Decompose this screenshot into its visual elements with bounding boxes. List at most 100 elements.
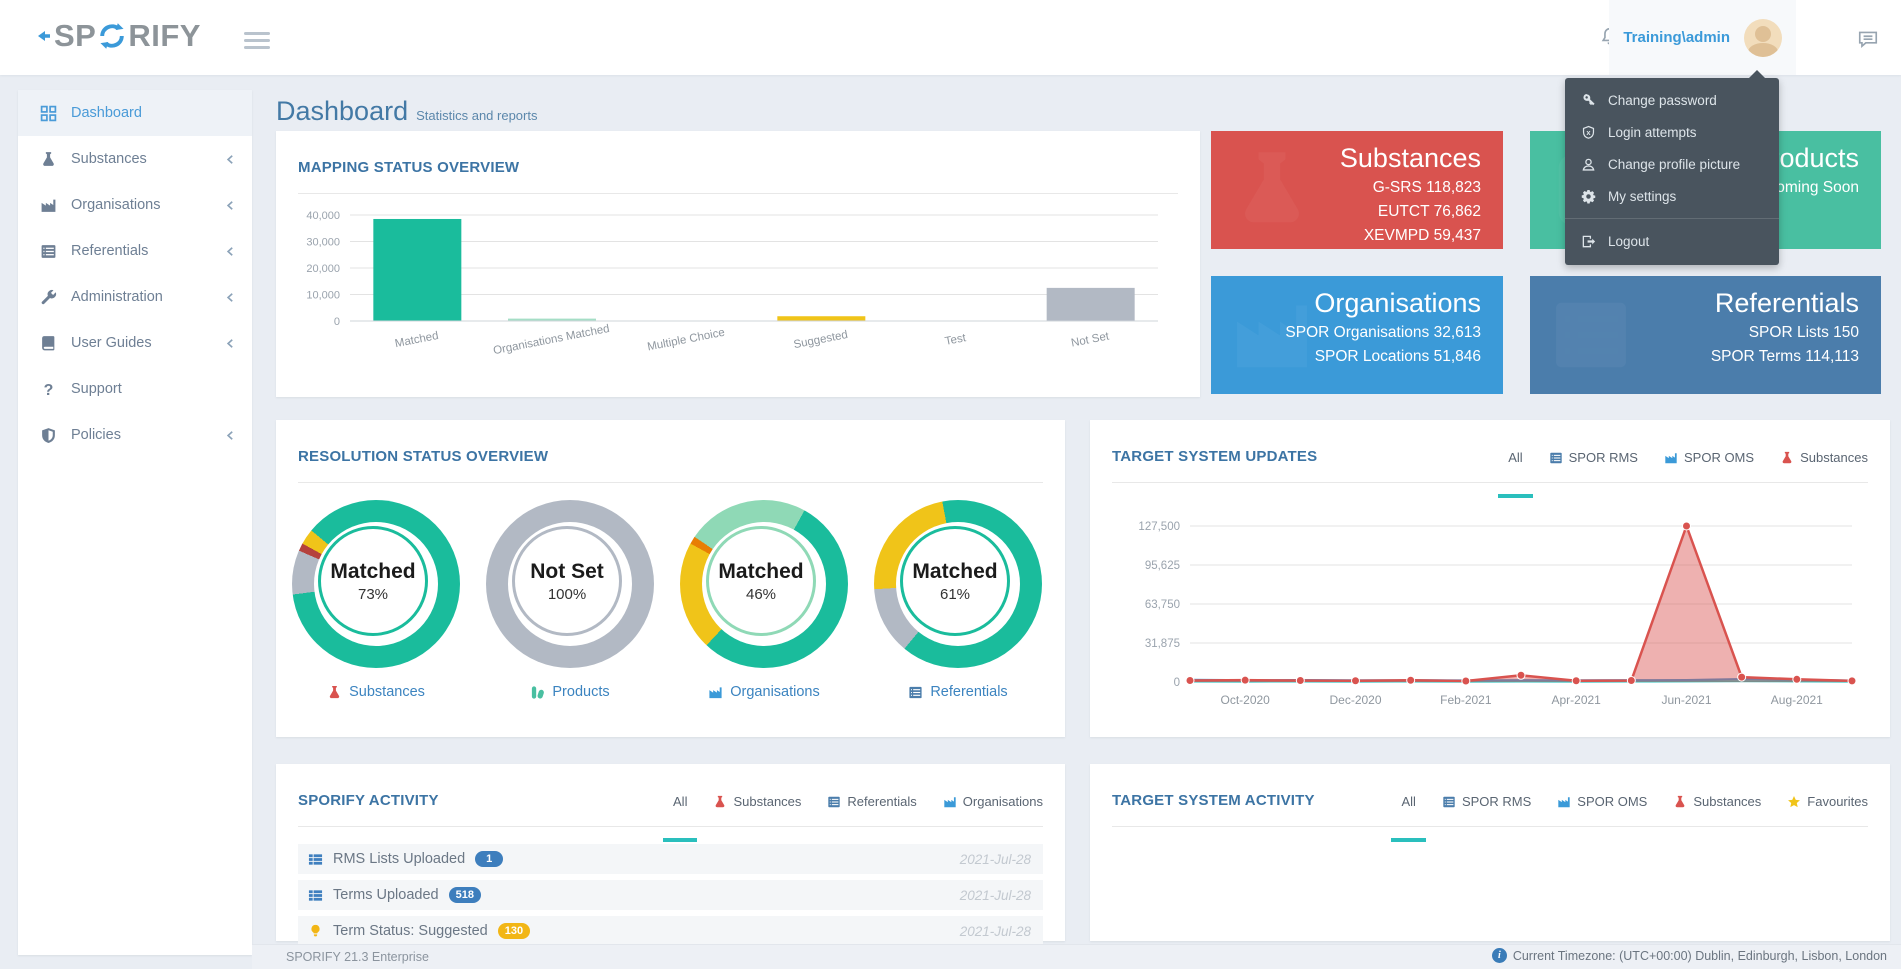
- svg-text:Suggested: Suggested: [793, 329, 849, 351]
- activity-label: Term Status: Suggested: [333, 923, 488, 939]
- tab-label: All: [1508, 450, 1523, 465]
- organisations-card[interactable]: Organisations SPOR Organisations 32,613 SP…: [1211, 276, 1503, 394]
- target-system-activity-tabs: All SPOR RMS SPOR OMS Substances Favourites: [1391, 794, 1868, 842]
- tab-label: Referentials: [847, 794, 917, 809]
- activity-row-2[interactable]: Term Status: Suggested 130 2021-Jul-28: [298, 916, 1043, 946]
- factory-icon: [943, 795, 957, 809]
- menu-item-label: Logout: [1608, 233, 1650, 249]
- logout-icon: [1581, 234, 1596, 249]
- activity-row-0[interactable]: RMS Lists Uploaded 1 2021-Jul-28: [298, 844, 1043, 874]
- target-system-updates-tabs: All SPOR RMS SPOR OMS Substances: [1497, 450, 1868, 498]
- tab-label: Substances: [733, 794, 802, 809]
- donut-ring[interactable]: Matched 61%: [874, 500, 1042, 668]
- donut-ring[interactable]: Matched 73%: [292, 500, 460, 668]
- substances-card[interactable]: Substances G-SRS 118,823 EUTCT 76,862 XEVMP…: [1211, 131, 1503, 249]
- sporify-activity-tabs: All Substances Referentials Organisations: [662, 794, 1043, 842]
- sidebar-item-organisations[interactable]: Organisations: [18, 182, 252, 228]
- menu-item-login-attempts[interactable]: Login attempts: [1565, 116, 1779, 148]
- sidebar-item-administration[interactable]: Administration: [18, 274, 252, 320]
- referentials-card[interactable]: Referentials SPOR Lists 150 SPOR Terms 114…: [1530, 276, 1881, 394]
- card-stat-line: SPOR Lists 150: [1748, 324, 1859, 341]
- donut-percent: 46%: [745, 585, 777, 603]
- question-icon: [40, 381, 57, 398]
- list-icon: [1548, 292, 1634, 378]
- tab-spor-oms[interactable]: SPOR OMS: [1557, 794, 1647, 813]
- chevron-left-icon: [225, 292, 236, 303]
- tab-referentials[interactable]: Referentials: [827, 794, 917, 813]
- tab-all[interactable]: All: [1391, 794, 1427, 842]
- app-logo[interactable]: SP RIFY: [36, 18, 201, 54]
- svg-text:Not Set: Not Set: [1070, 330, 1111, 349]
- menu-item-change-profile-picture[interactable]: Change profile picture: [1565, 148, 1779, 180]
- shield-icon: [40, 427, 57, 444]
- svg-text:31,875: 31,875: [1145, 638, 1180, 650]
- activity-row-1[interactable]: Terms Uploaded 518 2021-Jul-28: [298, 880, 1043, 910]
- card-title: Referentials: [1714, 288, 1859, 318]
- donut-label-referentials[interactable]: Referentials: [874, 684, 1042, 700]
- sidebar-item-user-guides[interactable]: User Guides: [18, 320, 252, 366]
- sidebar-toggle-button[interactable]: [244, 28, 270, 53]
- menu-item-logout[interactable]: Logout: [1565, 225, 1779, 257]
- flask-icon: [327, 685, 342, 700]
- svg-text:Organisations Matched: Organisations Matched: [492, 323, 610, 357]
- svg-text:Apr-2021: Apr-2021: [1551, 693, 1601, 707]
- flask-icon: [1229, 147, 1315, 233]
- tab-spor-oms[interactable]: SPOR OMS: [1664, 450, 1754, 469]
- activity-date: 2021-Jul-28: [959, 851, 1031, 867]
- card-stat-line: SPOR Terms 114,113: [1710, 348, 1859, 365]
- flask-icon: [1780, 451, 1794, 465]
- card-stat-line: G-SRS 118,823: [1372, 179, 1481, 196]
- tab-spor-rms[interactable]: SPOR RMS: [1442, 794, 1531, 813]
- tab-spor-rms[interactable]: SPOR RMS: [1549, 450, 1638, 469]
- factory-icon: [708, 685, 723, 700]
- tab-substances[interactable]: Substances: [713, 794, 801, 813]
- donut-ring[interactable]: Matched 46%: [680, 500, 848, 668]
- sidebar-item-referentials[interactable]: Referentials: [18, 228, 252, 274]
- bulb-icon: [308, 924, 323, 939]
- sidebar-item-support[interactable]: Support: [18, 366, 252, 412]
- tab-substances[interactable]: Substances: [1780, 450, 1868, 469]
- sync-icon: [97, 21, 127, 51]
- svg-text:95,625: 95,625: [1145, 560, 1180, 572]
- tab-label: Favourites: [1807, 794, 1868, 809]
- flask-icon: [40, 151, 57, 168]
- user-chip[interactable]: Training\admin: [1609, 0, 1796, 75]
- tab-all[interactable]: All: [1497, 450, 1534, 498]
- donut-percent: 100%: [547, 585, 587, 603]
- tab-organisations[interactable]: Organisations: [943, 794, 1043, 813]
- sidebar-item-label: Administration: [71, 289, 163, 305]
- sidebar-item-label: Support: [71, 381, 122, 397]
- chevron-left-icon: [225, 430, 236, 441]
- sidebar-item-dashboard[interactable]: Dashboard: [18, 90, 252, 136]
- sidebar-item-substances[interactable]: Substances: [18, 136, 252, 182]
- shieldx-icon: [1581, 125, 1596, 140]
- menu-item-label: Change password: [1608, 92, 1717, 108]
- donut-label-substances[interactable]: Substances: [292, 684, 460, 700]
- tab-substances[interactable]: Substances: [1673, 794, 1761, 813]
- svg-text:40,000: 40,000: [306, 210, 340, 222]
- mapping-status-bar-chart: 0 10,000 20,000 30,000 40,000 Matched Organisa…: [286, 201, 1186, 394]
- svg-text:0: 0: [334, 316, 340, 328]
- tab-favourites[interactable]: Favourites: [1787, 794, 1868, 813]
- footer-timezone: i Current Timezone: (UTC+00:00) Dublin, …: [1491, 948, 1887, 963]
- activity-date: 2021-Jul-28: [959, 887, 1031, 903]
- menu-item-label: Login attempts: [1608, 124, 1697, 140]
- target-system-updates-title: TARGET SYSTEM UPDATES: [1112, 448, 1318, 465]
- user-dropdown-menu: Change password Login attempts Change prof…: [1565, 70, 1779, 265]
- flask-icon: [1673, 795, 1687, 809]
- pills-icon: [530, 685, 545, 700]
- sidebar-item-policies[interactable]: Policies: [18, 412, 252, 458]
- resolution-status-title: RESOLUTION STATUS OVERVIEW: [298, 448, 549, 465]
- menu-item-change-password[interactable]: Change password: [1565, 84, 1779, 116]
- donut-ring[interactable]: Not Set 100%: [486, 500, 654, 668]
- donut-organisations: Matched 46% Organisations: [680, 500, 848, 700]
- tab-all[interactable]: All: [662, 794, 699, 842]
- sidebar-item-label: Policies: [71, 427, 121, 443]
- target-system-updates-panel: TARGET SYSTEM UPDATES All SPOR RMS SPOR OM…: [1090, 420, 1890, 737]
- donut-label-organisations[interactable]: Organisations: [680, 684, 848, 700]
- svg-text:Feb-2021: Feb-2021: [1440, 693, 1492, 707]
- logo-text-post: RIFY: [128, 18, 201, 53]
- donut-label-products[interactable]: Products: [486, 684, 654, 700]
- menu-item-my-settings[interactable]: My settings: [1565, 180, 1779, 212]
- chat-icon[interactable]: [1857, 28, 1879, 50]
